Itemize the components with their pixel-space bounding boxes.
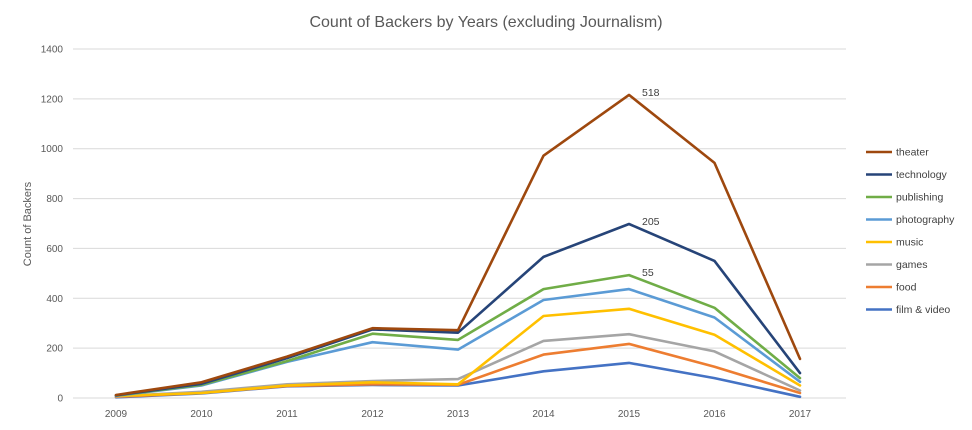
x-tick-label: 2014: [532, 409, 555, 420]
legend: theater technology publishing photography mu…: [866, 147, 955, 316]
data-label: 55: [642, 267, 654, 279]
gridlines: [73, 48, 846, 399]
y-tick-label: 1200: [41, 94, 64, 105]
legend-item: music: [866, 237, 923, 249]
series-line-technology: [114, 222, 802, 397]
y-tick-label: 0: [57, 394, 63, 405]
series-line-music: [114, 307, 802, 398]
series-lines: [114, 93, 802, 399]
legend-item: publishing: [866, 192, 943, 204]
legend-label: food: [896, 282, 917, 294]
legend-label: games: [896, 259, 928, 271]
x-tick-label: 2009: [105, 409, 128, 420]
legend-item: food: [866, 282, 917, 294]
x-tick-label: 2013: [447, 409, 470, 420]
y-tick-label: 1000: [41, 144, 64, 155]
y-axis-ticks: 0 200 400 600 800 1000 1200 1400: [41, 45, 64, 405]
x-tick-label: 2012: [361, 409, 384, 420]
x-tick-label: 2010: [190, 409, 213, 420]
data-label: 518: [642, 87, 660, 99]
y-axis-label: Count of Backers: [22, 181, 34, 266]
x-tick-label: 2015: [618, 409, 641, 420]
series-line-theater: [114, 93, 802, 397]
legend-label: theater: [896, 147, 929, 159]
y-tick-label: 1400: [41, 45, 64, 56]
x-tick-label: 2017: [789, 409, 812, 420]
legend-item: photography: [866, 214, 955, 226]
x-tick-label: 2016: [703, 409, 726, 420]
legend-label: publishing: [896, 192, 943, 204]
series-line-games: [114, 332, 802, 398]
legend-item: film & video: [866, 304, 950, 316]
series-line-food: [114, 342, 802, 399]
y-tick-label: 600: [46, 244, 63, 255]
data-labels: 518 205 55: [642, 87, 660, 279]
y-tick-label: 400: [46, 294, 63, 305]
series-line-publishing: [114, 273, 802, 397]
legend-label: film & video: [896, 304, 950, 316]
legend-item: games: [866, 259, 928, 271]
legend-label: photography: [896, 214, 955, 226]
legend-item: theater: [866, 147, 929, 159]
x-tick-label: 2011: [276, 409, 298, 420]
data-label: 205: [642, 216, 660, 228]
y-tick-label: 800: [46, 194, 63, 205]
legend-label: music: [896, 237, 923, 249]
legend-label: technology: [896, 169, 948, 181]
legend-item: technology: [866, 169, 948, 181]
x-axis-ticks: 2009 2010 2011 2012 2013 2014 2015 2016 2017: [105, 409, 812, 420]
y-tick-label: 200: [46, 344, 63, 355]
chart-title: Count of Backers by Years (excluding Jou…: [309, 14, 662, 31]
